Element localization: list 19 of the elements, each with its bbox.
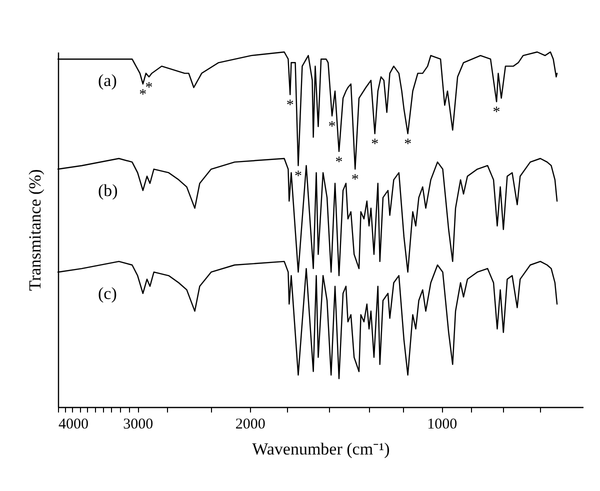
annotation: * — [294, 168, 302, 185]
annotation: * — [286, 98, 294, 114]
x-tick-label: 4000 — [58, 416, 88, 432]
y-axis-title: Transmitance (%) — [26, 169, 44, 291]
annotation: * — [492, 104, 500, 121]
annotation: * — [139, 86, 147, 103]
series-label: (a) — [98, 71, 117, 90]
annotation: * — [371, 136, 379, 153]
annotation: * — [335, 154, 343, 170]
x-tick-label: 2000 — [235, 416, 266, 432]
annotation: * — [328, 118, 336, 135]
x-tick-label: 3000 — [123, 416, 154, 432]
x-tick-label: 1000 — [427, 416, 458, 432]
annotation: * — [351, 172, 359, 188]
annotation: * — [404, 136, 412, 153]
annotation: * — [145, 80, 153, 96]
series-label: (b) — [98, 181, 118, 200]
series-label: (c) — [98, 284, 117, 304]
x-axis-title: Wavenumber (cm⁻¹) — [252, 440, 390, 458]
